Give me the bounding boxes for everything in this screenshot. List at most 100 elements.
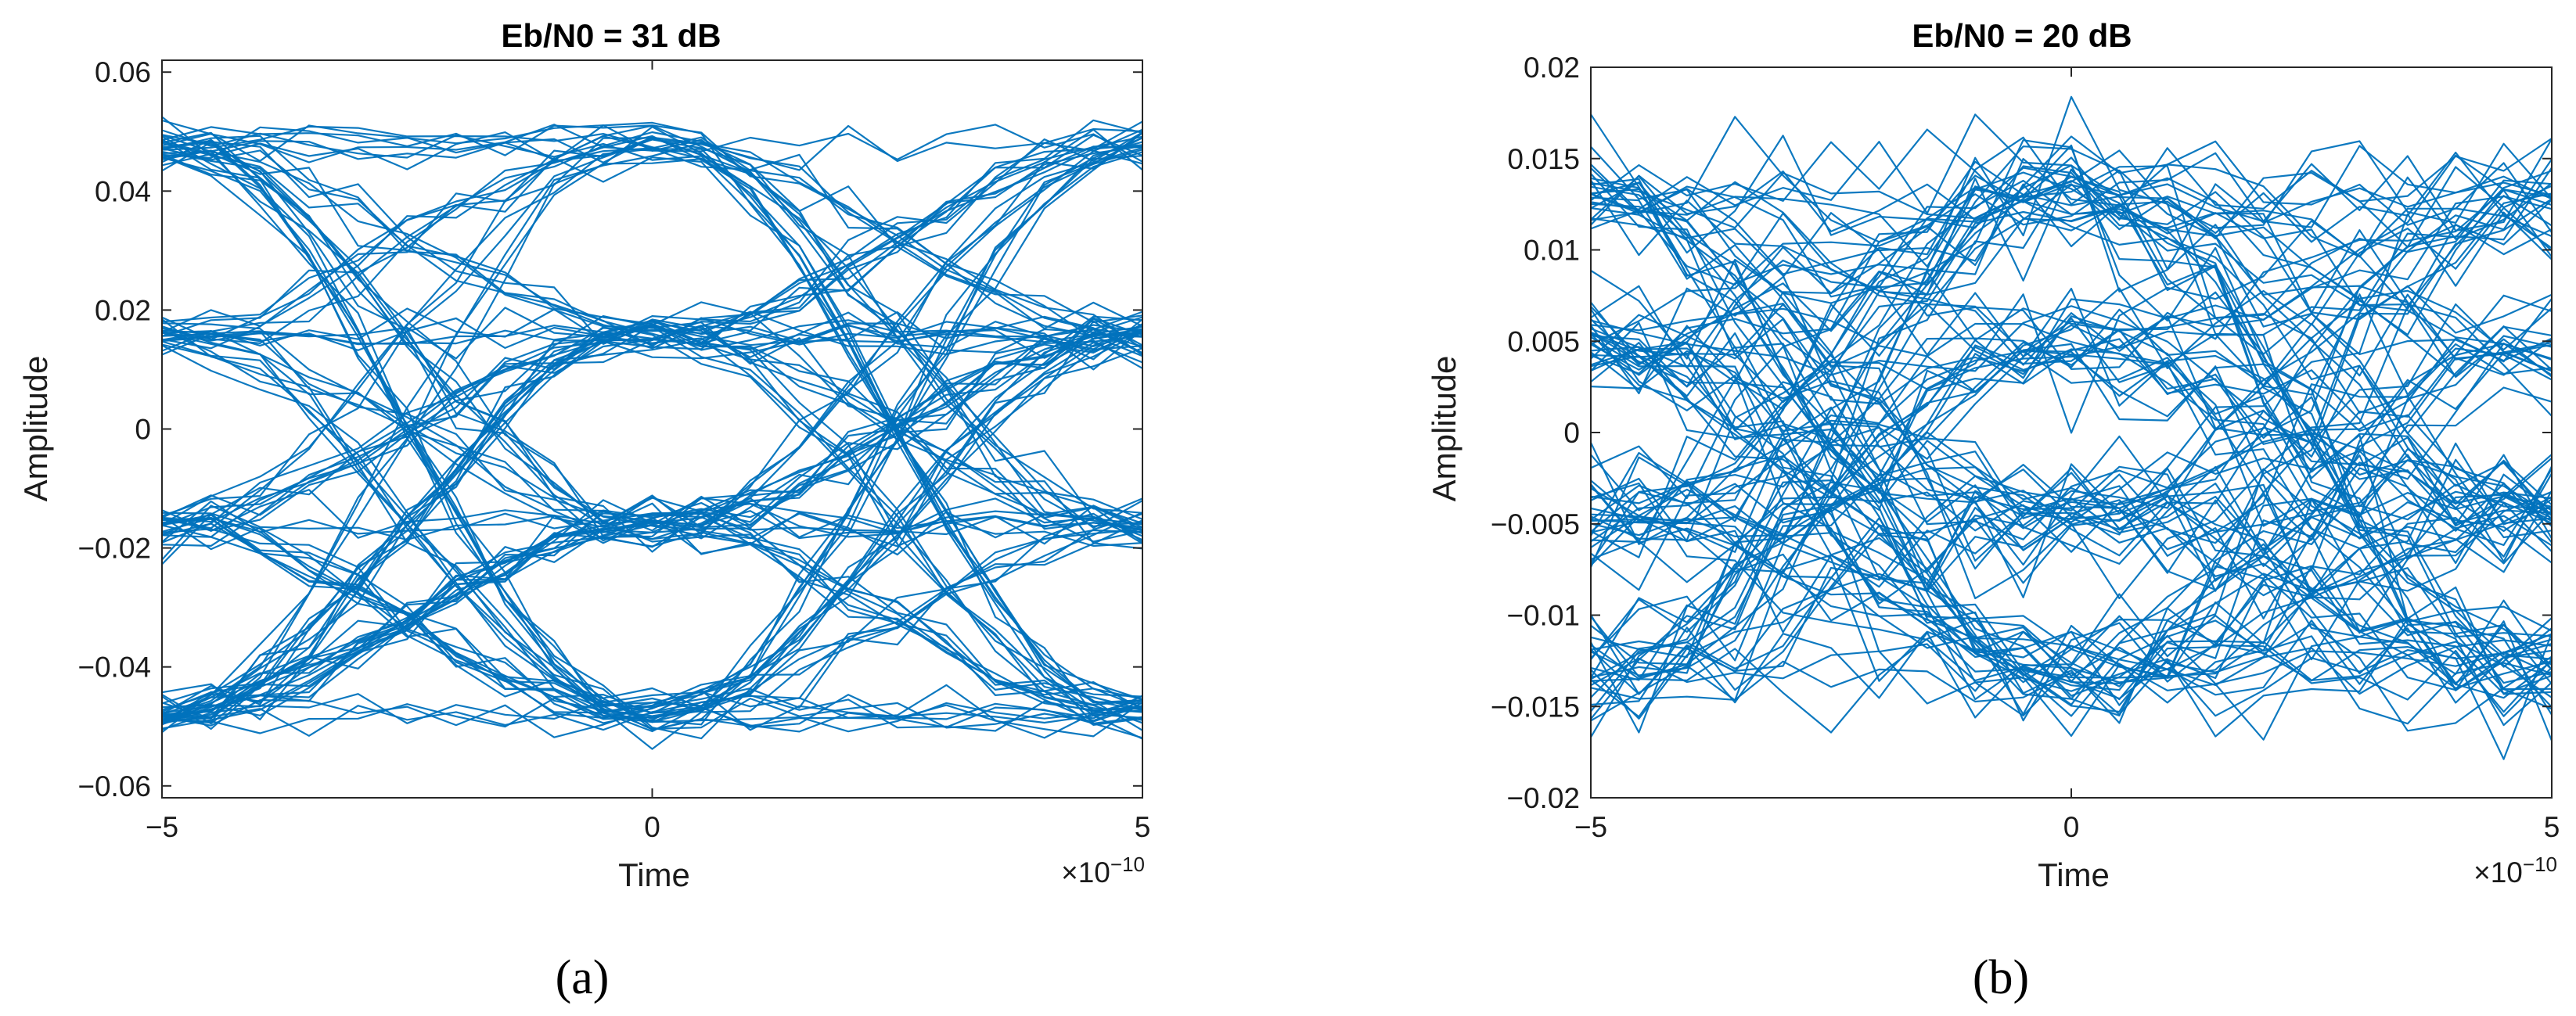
- eye-trace: [161, 132, 1143, 733]
- chart-panel-b: Eb/N0 = 20 dB 0.020.0150.010.0050−0.005−…: [1426, 17, 2560, 1004]
- traces-b: [1589, 95, 2553, 760]
- chart-title-a: Eb/N0 = 31 dB: [501, 17, 721, 54]
- eye-trace: [161, 124, 1143, 530]
- chart-panel-a: Eb/N0 = 31 dB 0.06 0.04 0.02 0 −0.02 −0.04 −0.…: [17, 17, 1150, 1004]
- x-axis-label-a: Time: [618, 856, 690, 893]
- eye-trace: [1590, 167, 2553, 377]
- eye-trace: [161, 156, 1143, 719]
- eye-trace: [1590, 171, 2553, 369]
- eye-trace: [1590, 144, 2553, 509]
- x-exponent-power-a: −10: [1110, 853, 1145, 876]
- eye-trace: [161, 347, 1143, 734]
- eye-trace: [1590, 95, 2553, 632]
- eye-trace: [1590, 156, 2553, 500]
- eye-trace: [1590, 113, 2553, 691]
- eye-trace: [1590, 303, 2553, 522]
- x-tick-label: 5: [1135, 811, 1151, 843]
- eye-trace: [1590, 298, 2553, 706]
- x-exponent-b: ×10−10: [2473, 853, 2557, 889]
- eye-trace: [1590, 291, 2553, 720]
- eye-trace: [1590, 181, 2553, 557]
- eye-trace: [1590, 454, 2553, 720]
- eye-trace: [161, 129, 1143, 704]
- y-tick-label: −0.02: [1506, 782, 1580, 814]
- eye-trace: [161, 153, 1143, 710]
- x-exponent-power-b: −10: [2523, 853, 2557, 876]
- eye-trace: [161, 145, 1143, 720]
- y-tick-label: −0.005: [1491, 508, 1580, 540]
- y-tick-label: −0.04: [77, 652, 151, 684]
- panel-label-b: (b): [1973, 951, 2029, 1004]
- eye-trace: [161, 120, 1143, 713]
- y-tick-label: 0.01: [1524, 235, 1580, 267]
- eye-trace: [161, 509, 1143, 716]
- y-tick-label: −0.015: [1491, 691, 1580, 723]
- eye-trace: [161, 142, 1143, 525]
- eye-trace: [1590, 477, 2553, 732]
- eye-trace: [1590, 203, 2553, 706]
- eye-trace: [1590, 335, 2553, 684]
- x-exponent-a: ×10−10: [1061, 853, 1145, 889]
- x-ticks-a: −5 0 5: [146, 60, 1150, 843]
- x-exponent-base-b: ×10: [2473, 856, 2523, 889]
- eye-trace: [161, 138, 1143, 527]
- eye-trace: [161, 319, 1143, 359]
- eye-trace: [1590, 188, 2553, 370]
- y-axis-label-b: Amplitude: [1426, 356, 1462, 502]
- eye-trace: [161, 124, 1143, 324]
- eye-trace: [1590, 314, 2553, 691]
- eye-trace: [1590, 509, 2553, 738]
- x-tick-label: 5: [2544, 811, 2560, 843]
- eye-trace: [1590, 619, 2553, 734]
- eye-trace: [161, 131, 1143, 514]
- x-tick-label: 0: [644, 811, 660, 843]
- eye-trace: [1590, 321, 2553, 689]
- eye-trace: [161, 311, 1143, 731]
- eye-trace: [1590, 154, 2553, 366]
- eye-trace: [1590, 294, 2553, 662]
- eye-trace: [161, 137, 1143, 720]
- y-tick-label: 0.04: [95, 175, 151, 207]
- eye-trace: [161, 311, 1143, 726]
- eye-trace: [161, 135, 1143, 353]
- x-ticks-b: −5 0 5: [1574, 67, 2560, 843]
- y-tick-label: 0.015: [1507, 143, 1580, 175]
- eye-trace: [1590, 179, 2553, 541]
- eye-trace: [1590, 350, 2553, 680]
- y-tick-label: 0: [135, 414, 151, 446]
- y-tick-label: −0.02: [77, 533, 151, 565]
- eye-trace: [1590, 204, 2553, 544]
- eye-trace: [1590, 135, 2553, 417]
- eye-trace: [161, 142, 1143, 722]
- eye-trace: [1589, 140, 2553, 568]
- eye-trace: [1590, 220, 2553, 718]
- chart-title-b: Eb/N0 = 20 dB: [1912, 17, 2132, 54]
- eye-trace: [1590, 496, 2553, 695]
- x-tick-label: 0: [2063, 811, 2080, 843]
- eye-trace: [161, 138, 1143, 698]
- eye-trace: [161, 693, 1143, 732]
- eye-trace: [1590, 196, 2553, 566]
- eye-trace: [161, 138, 1143, 536]
- eye-trace: [161, 116, 1143, 701]
- y-axis-label-a: Amplitude: [17, 356, 54, 502]
- y-tick-label: 0.005: [1507, 325, 1580, 357]
- y-tick-label: 0: [1563, 417, 1580, 449]
- eye-trace: [1590, 160, 2553, 666]
- eye-trace: [161, 158, 1143, 723]
- eye-trace: [161, 140, 1143, 711]
- eye-trace: [161, 119, 1143, 716]
- eye-trace: [1590, 128, 2553, 351]
- eye-trace: [1590, 445, 2553, 699]
- eye-trace: [1590, 196, 2553, 678]
- y-ticks-a: 0.06 0.04 0.02 0 −0.02 −0.04 −0.06: [77, 56, 1142, 802]
- eye-trace: [161, 504, 1143, 716]
- eye-trace: [1590, 116, 2553, 710]
- eye-trace: [1590, 332, 2553, 555]
- eye-trace: [161, 336, 1143, 727]
- eye-trace: [1590, 338, 2553, 692]
- eye-trace: [161, 135, 1143, 547]
- eye-trace: [161, 497, 1143, 725]
- eye-trace: [1590, 454, 2553, 598]
